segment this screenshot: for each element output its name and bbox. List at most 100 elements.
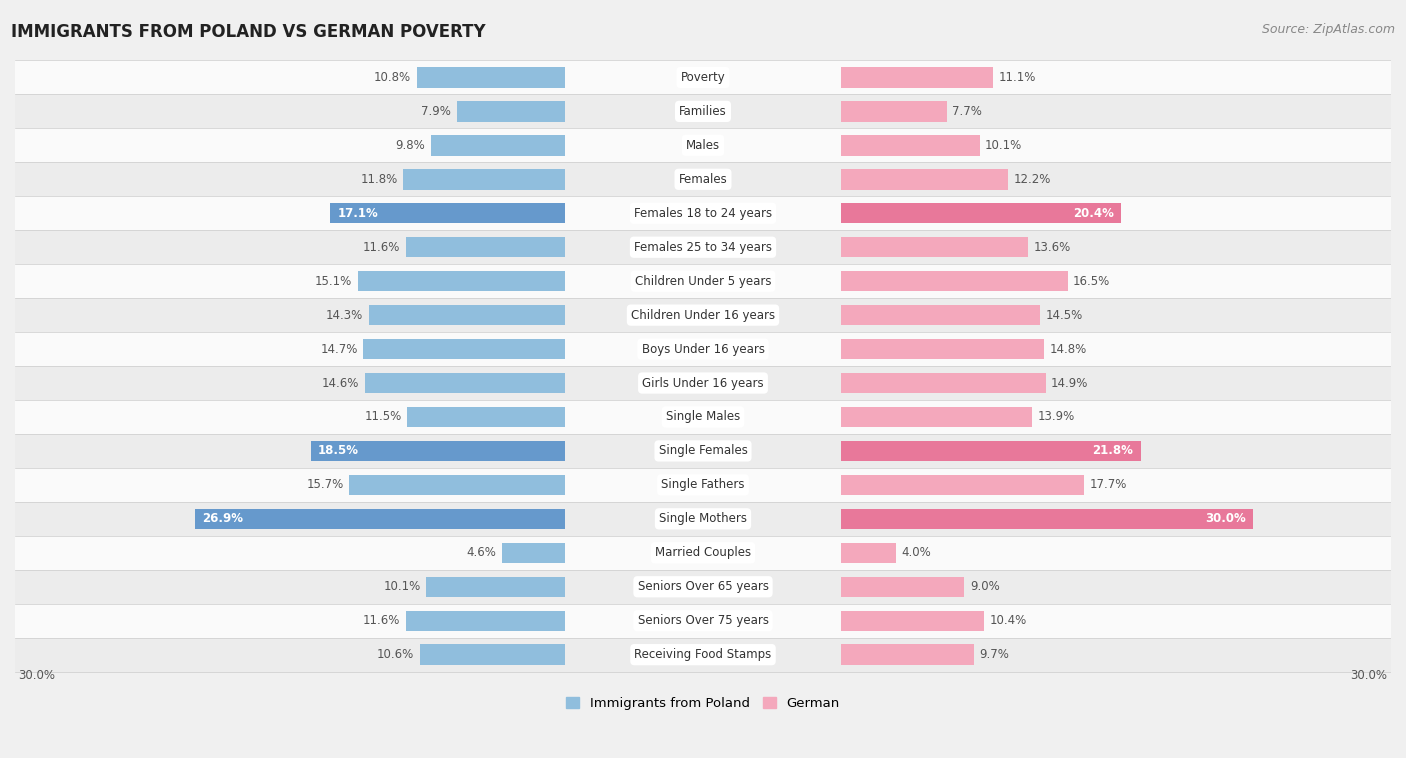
Text: 15.1%: 15.1%: [315, 274, 352, 288]
Bar: [15, 570, 1391, 603]
Text: Single Mothers: Single Mothers: [659, 512, 747, 525]
Bar: [841, 475, 1084, 495]
Text: 13.9%: 13.9%: [1038, 411, 1074, 424]
Text: Single Females: Single Females: [658, 444, 748, 457]
Text: 14.3%: 14.3%: [326, 309, 363, 321]
Bar: [357, 271, 565, 291]
Bar: [841, 440, 1140, 461]
Text: 9.0%: 9.0%: [970, 580, 1000, 594]
Text: 9.7%: 9.7%: [980, 648, 1010, 661]
Bar: [841, 135, 980, 155]
Text: 11.1%: 11.1%: [998, 71, 1036, 84]
Text: Males: Males: [686, 139, 720, 152]
Bar: [426, 577, 565, 597]
Text: Children Under 16 years: Children Under 16 years: [631, 309, 775, 321]
Text: 17.7%: 17.7%: [1090, 478, 1128, 491]
Bar: [841, 577, 965, 597]
Text: Children Under 5 years: Children Under 5 years: [634, 274, 772, 288]
Bar: [15, 230, 1391, 265]
Bar: [841, 102, 946, 121]
Text: 18.5%: 18.5%: [318, 444, 359, 457]
Bar: [311, 440, 565, 461]
Bar: [841, 407, 1032, 428]
Bar: [15, 536, 1391, 570]
Bar: [841, 305, 1040, 325]
Text: 9.8%: 9.8%: [395, 139, 425, 152]
Bar: [15, 95, 1391, 128]
Bar: [15, 162, 1391, 196]
Bar: [430, 135, 565, 155]
Bar: [841, 203, 1122, 224]
Text: 14.9%: 14.9%: [1052, 377, 1088, 390]
Bar: [15, 298, 1391, 332]
Bar: [419, 644, 565, 665]
Text: 26.9%: 26.9%: [202, 512, 243, 525]
Text: 7.9%: 7.9%: [422, 105, 451, 118]
Bar: [841, 339, 1045, 359]
Bar: [841, 67, 993, 88]
Bar: [502, 543, 565, 563]
Bar: [15, 128, 1391, 162]
Bar: [406, 610, 565, 631]
Bar: [404, 169, 565, 190]
Bar: [15, 502, 1391, 536]
Text: 17.1%: 17.1%: [337, 207, 378, 220]
Bar: [841, 271, 1067, 291]
Text: IMMIGRANTS FROM POLAND VS GERMAN POVERTY: IMMIGRANTS FROM POLAND VS GERMAN POVERTY: [11, 23, 486, 41]
Bar: [15, 61, 1391, 95]
Bar: [841, 543, 896, 563]
Text: 4.0%: 4.0%: [901, 547, 931, 559]
Bar: [368, 305, 565, 325]
Bar: [15, 366, 1391, 400]
Bar: [364, 373, 565, 393]
Bar: [15, 468, 1391, 502]
Text: Females 18 to 24 years: Females 18 to 24 years: [634, 207, 772, 220]
Bar: [416, 67, 565, 88]
Bar: [15, 434, 1391, 468]
Bar: [15, 265, 1391, 298]
Bar: [406, 237, 565, 258]
Bar: [841, 644, 974, 665]
Text: 15.7%: 15.7%: [307, 478, 344, 491]
Bar: [457, 102, 565, 121]
Text: 10.1%: 10.1%: [384, 580, 420, 594]
Text: Families: Families: [679, 105, 727, 118]
Bar: [841, 610, 984, 631]
Text: 30.0%: 30.0%: [1205, 512, 1246, 525]
Text: 7.7%: 7.7%: [952, 105, 981, 118]
Text: Boys Under 16 years: Boys Under 16 years: [641, 343, 765, 356]
Text: 21.8%: 21.8%: [1092, 444, 1133, 457]
Bar: [15, 603, 1391, 637]
Text: Girls Under 16 years: Girls Under 16 years: [643, 377, 763, 390]
Text: Receiving Food Stamps: Receiving Food Stamps: [634, 648, 772, 661]
Bar: [841, 169, 1008, 190]
Legend: Immigrants from Poland, German: Immigrants from Poland, German: [561, 691, 845, 715]
Text: 10.8%: 10.8%: [374, 71, 412, 84]
Text: Females: Females: [679, 173, 727, 186]
Bar: [349, 475, 565, 495]
Bar: [408, 407, 565, 428]
Text: Source: ZipAtlas.com: Source: ZipAtlas.com: [1261, 23, 1395, 36]
Text: 30.0%: 30.0%: [18, 669, 56, 682]
Text: 4.6%: 4.6%: [467, 547, 496, 559]
Text: Single Fathers: Single Fathers: [661, 478, 745, 491]
Text: 10.6%: 10.6%: [377, 648, 413, 661]
Bar: [330, 203, 565, 224]
Bar: [841, 373, 1046, 393]
Text: 13.6%: 13.6%: [1033, 241, 1070, 254]
Bar: [841, 509, 1253, 529]
Text: 14.7%: 14.7%: [321, 343, 357, 356]
Bar: [15, 400, 1391, 434]
Text: 30.0%: 30.0%: [1350, 669, 1388, 682]
Bar: [15, 637, 1391, 672]
Bar: [15, 332, 1391, 366]
Text: 11.8%: 11.8%: [360, 173, 398, 186]
Text: 11.6%: 11.6%: [363, 614, 401, 627]
Text: 20.4%: 20.4%: [1073, 207, 1114, 220]
Text: 10.4%: 10.4%: [990, 614, 1026, 627]
Text: 10.1%: 10.1%: [986, 139, 1022, 152]
Text: 14.5%: 14.5%: [1046, 309, 1083, 321]
Text: 11.5%: 11.5%: [364, 411, 402, 424]
Bar: [363, 339, 565, 359]
Text: 11.6%: 11.6%: [363, 241, 401, 254]
